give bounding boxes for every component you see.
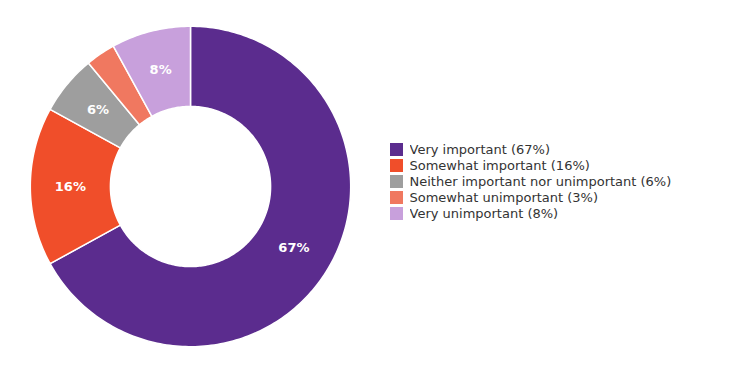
svg-text:6%: 6% — [87, 102, 109, 117]
svg-text:67%: 67% — [278, 239, 309, 254]
html-text:Somewhat important (16%): Somewhat important (16%) — [409, 158, 590, 174]
html-text:Very unimportant (8%): Very unimportant (8%) — [409, 206, 559, 222]
html-text:Neither important nor unimport: Neither important nor unimportant (6%) — [409, 174, 672, 190]
html-text:Somewhat unimportant (3%): Somewhat unimportant (3%) — [409, 190, 598, 206]
svg-text:16%: 16% — [55, 178, 86, 193]
html-text:Very important (67%): Very important (67%) — [409, 142, 550, 158]
svg-text:8%: 8% — [150, 62, 172, 77]
